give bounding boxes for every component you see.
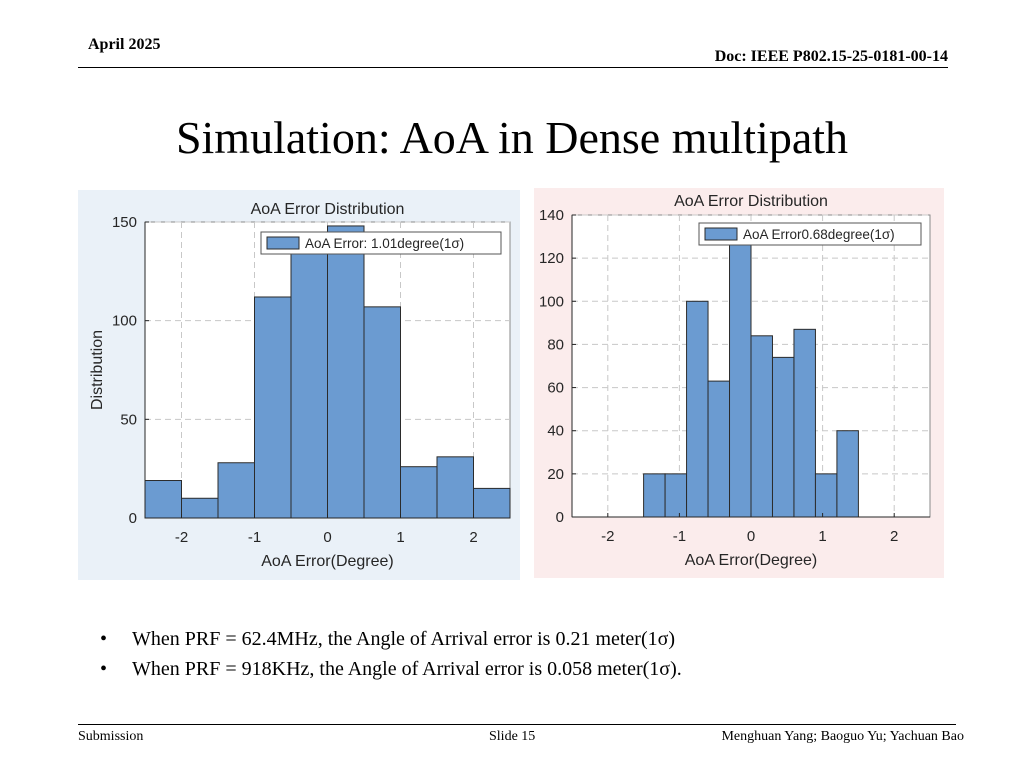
- y-tick-label: 0: [129, 510, 137, 527]
- footer-divider: [78, 724, 956, 725]
- y-tick-label: 40: [547, 423, 564, 440]
- x-tick-label: -2: [601, 528, 614, 545]
- chart-left: -2 -1 0 1 2 0 50 100 150 AoA Error Distribution Ao…: [89, 201, 511, 570]
- x-tick-label: 2: [469, 529, 477, 546]
- histogram-bar: [473, 487, 511, 519]
- x-tick-label: 2: [890, 528, 898, 545]
- histogram-bar: [144, 480, 182, 519]
- bullet-list: When PRF = 62.4MHz, the Angle of Arrival…: [100, 624, 682, 684]
- footer-slide-number: Slide 15: [489, 729, 536, 744]
- histogram-bar: [327, 225, 365, 519]
- chart-right-panel: -2 -1 0 1 2 0 20 40 60 80 100 120 140 AoA Error Distr…: [534, 188, 944, 578]
- histogram-bar: [436, 456, 474, 519]
- y-tick-label: 60: [547, 380, 564, 397]
- y-tick-label: 50: [120, 411, 137, 428]
- slide-title: Simulation: AoA in Dense multipath: [175, 112, 849, 163]
- x-tick-label: -1: [248, 529, 261, 546]
- y-tick-label: 20: [547, 466, 564, 483]
- chart-title: AoA Error Distribution: [251, 201, 405, 218]
- legend-swatch: [266, 236, 300, 250]
- legend-swatch: [704, 227, 738, 241]
- y-axis-label: Distribution: [89, 330, 106, 410]
- chart-title: AoA Error Distribution: [674, 193, 828, 210]
- x-tick-label: -1: [673, 528, 686, 545]
- histogram-bar: [707, 380, 731, 518]
- header-doc-id: Doc: IEEE P802.15-25-0181-00-14: [714, 48, 948, 65]
- legend-label: AoA Error0.68degree(1σ): [743, 227, 895, 242]
- y-tick-label: 140: [539, 207, 564, 224]
- y-tick-label: 0: [556, 509, 564, 526]
- x-axis-label: AoA Error(Degree): [685, 552, 818, 569]
- histogram-bar: [750, 335, 773, 518]
- chart-left-panel: -2 -1 0 1 2 0 50 100 150 AoA Error Distribution Ao…: [78, 190, 520, 580]
- x-tick-label: 0: [323, 529, 331, 546]
- x-tick-label: -2: [175, 529, 188, 546]
- y-tick-label: 100: [539, 293, 564, 310]
- x-tick-label: 1: [396, 529, 404, 546]
- x-tick-label: 0: [747, 528, 755, 545]
- legend-label: AoA Error: 1.01degree(1σ): [305, 236, 464, 251]
- header-date: April 2025: [88, 36, 161, 53]
- footer-authors: Menghuan Yang; Baoguo Yu; Yachuan Bao: [721, 729, 964, 744]
- y-tick-label: 150: [112, 214, 137, 231]
- legend-box: [698, 222, 922, 246]
- histogram-bar: [729, 242, 752, 518]
- legend-box: [260, 231, 502, 255]
- x-tick-label: 1: [818, 528, 826, 545]
- histogram-bar: [793, 328, 816, 518]
- histogram-bar: [836, 430, 859, 518]
- bullet-item: When PRF = 918KHz, the Angle of Arrival …: [100, 654, 682, 684]
- histogram-bar: [363, 306, 401, 519]
- histogram-bar: [400, 466, 438, 519]
- x-axis-label: AoA Error(Degree): [261, 553, 394, 570]
- bullet-item: When PRF = 62.4MHz, the Angle of Arrival…: [100, 624, 682, 654]
- histogram-bar: [643, 473, 666, 518]
- histogram-bar: [181, 497, 219, 519]
- y-tick-label: 80: [547, 336, 564, 353]
- histogram-bar: [814, 473, 838, 518]
- histogram-bar: [290, 241, 328, 519]
- histogram-bar: [217, 462, 255, 519]
- histogram-bar: [771, 356, 795, 518]
- y-tick-label: 120: [539, 250, 564, 267]
- footer-submission: Submission: [78, 729, 144, 744]
- y-tick-label: 100: [112, 313, 137, 330]
- header-divider: [78, 67, 948, 68]
- histogram-bar: [254, 296, 292, 519]
- histogram-bar: [686, 300, 709, 518]
- histogram-bar: [664, 473, 688, 518]
